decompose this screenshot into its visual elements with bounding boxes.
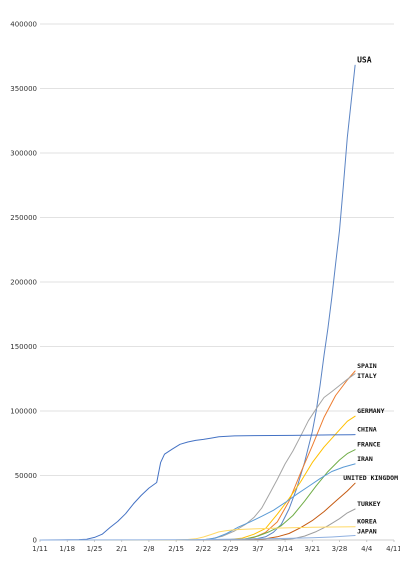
y-tick-label: 400000 (10, 21, 37, 29)
x-tick-label: 4/11 (386, 545, 400, 553)
x-tick-label: 1/25 (87, 545, 103, 553)
x-tick-label: 3/7 (252, 545, 263, 553)
gridlines (40, 23, 394, 541)
series-label-korea: KOREA (357, 518, 377, 526)
y-tick-label: 100000 (10, 408, 37, 416)
series-label-china: CHINA (357, 426, 377, 434)
series-label-france: FRANCE (357, 441, 381, 449)
series-label-germany: GERMANY (357, 407, 384, 415)
x-tick-label: 1/11 (32, 545, 48, 553)
y-axis: 0 50000 100000 150000 200000 250000 300000 3500… (10, 21, 37, 545)
series-label-usa: USA (357, 55, 372, 64)
series-label-japan: JAPAN (357, 528, 377, 536)
series-labels: USA SPAIN ITALY GERMANY CHINA FRANCE IRAN UNITE… (343, 55, 398, 535)
x-tick-label: 3/28 (332, 545, 348, 553)
x-tick-label: 2/8 (143, 545, 154, 553)
y-tick-label: 300000 (10, 150, 37, 158)
y-tick-label: 250000 (10, 214, 37, 222)
x-tick-label: 2/29 (223, 545, 239, 553)
y-tick-label: 0 (33, 537, 37, 545)
series-line-turkey (39, 508, 356, 541)
x-tick-label: 3/21 (304, 545, 320, 553)
x-tick-label: 2/22 (196, 545, 212, 553)
y-tick-label: 150000 (10, 343, 37, 351)
series-line-usa (39, 64, 356, 541)
x-tick-label: 1/18 (59, 545, 75, 553)
series-line-japan (39, 535, 356, 541)
series-lines (39, 64, 356, 541)
y-tick-label: 200000 (10, 279, 37, 287)
x-tick-label: 2/1 (116, 545, 127, 553)
series-line-united-kingdom (39, 482, 356, 541)
y-tick-label: 50000 (15, 472, 37, 480)
x-tick-label: 3/14 (277, 545, 293, 553)
x-tick-label: 2/15 (168, 545, 184, 553)
series-line-china (39, 434, 356, 541)
series-line-france (39, 449, 356, 541)
series-label-iran: IRAN (357, 455, 373, 463)
series-label-italy: ITALY (357, 372, 377, 380)
series-line-spain (39, 370, 356, 541)
series-label-united-kingdom: UNITED KINGDOM (343, 474, 398, 482)
y-tick-label: 350000 (10, 85, 37, 93)
series-label-spain: SPAIN (357, 362, 377, 370)
x-axis: 1/11 1/18 1/25 2/1 2/8 2/15 2/22 2/29 3/7 3/14 3/2… (32, 540, 400, 553)
series-label-turkey: TURKEY (357, 500, 381, 508)
x-tick-label: 4/4 (361, 545, 373, 553)
